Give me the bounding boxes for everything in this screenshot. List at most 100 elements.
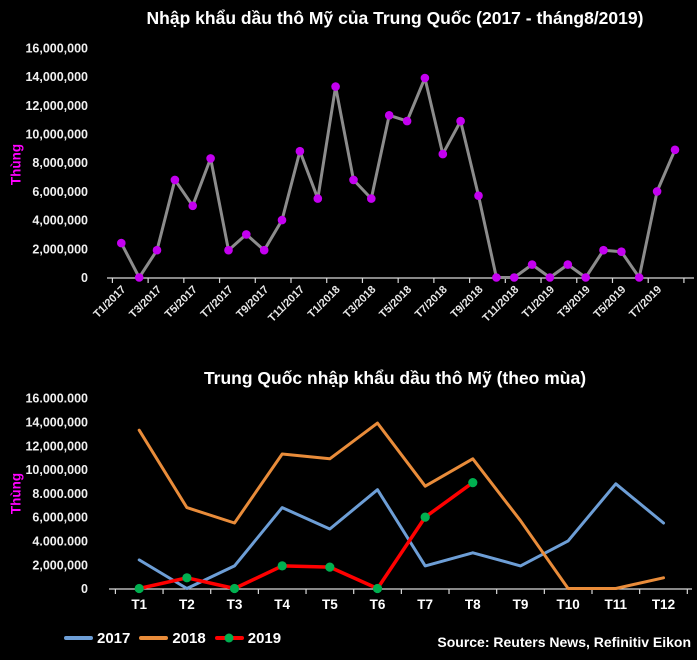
top-data-point (331, 82, 340, 91)
top-data-point (117, 239, 126, 248)
y-tick-label: 10,000,000 (25, 463, 88, 477)
y-tick-label: 16.000.000 (25, 392, 88, 406)
x-tick-label: T8 (465, 597, 481, 612)
x-tick-label: T4 (274, 597, 290, 612)
x-tick-label: T1 (131, 597, 147, 612)
y-tick-label: 4,000,000 (32, 214, 88, 228)
top-data-point (224, 246, 233, 255)
dual-line-chart-dashboard: 16,000,000 14,000,000 12,000,000 10,000,000… (0, 0, 697, 660)
data-point-2019 (135, 584, 144, 593)
y-tick-label: 6,000,000 (32, 511, 88, 525)
y-tick-label: 8.000.000 (32, 487, 88, 501)
legend-line-sample-2019-icon (215, 636, 244, 640)
data-point-2019 (230, 584, 239, 593)
legend-item-2019: 2019 (215, 630, 281, 647)
data-point-2019 (182, 573, 191, 582)
x-tick-label: T3/2017 (127, 284, 164, 321)
x-tick-label: T12 (652, 597, 675, 612)
y-tick-label: 2,000,000 (32, 242, 88, 256)
top-data-point (314, 194, 323, 203)
top-data-point (546, 273, 555, 282)
legend-label-2017: 2017 (97, 630, 130, 647)
top-data-point (617, 247, 626, 256)
top-chart-title: Nhập khẩu dầu thô Mỹ của Trung Quốc (201… (95, 8, 695, 29)
top-data-point (188, 202, 197, 211)
y-tick-label: 14,000,000 (25, 70, 88, 84)
legend-item-2018: 2018 (139, 630, 205, 647)
y-tick-label: 12,000,000 (25, 439, 88, 453)
legend-label-2018: 2018 (172, 630, 205, 647)
x-tick-label: T7 (417, 597, 433, 612)
top-data-point (456, 117, 465, 126)
top-data-point (135, 273, 144, 282)
x-tick-label: T5/2017 (163, 284, 200, 321)
legend-label-2019: 2019 (248, 630, 281, 647)
top-data-point (278, 216, 287, 225)
x-tick-label: T11/2018 (480, 284, 521, 325)
y-tick-label: 12,000,000 (25, 99, 88, 113)
source-credit: Source: Reuters News, Refinitiv Eikon (437, 634, 691, 650)
legend-line-sample-2017-icon (64, 636, 93, 640)
data-point-2019 (325, 563, 334, 572)
top-data-point (403, 117, 412, 126)
top-chart-y-axis-label: Thùng (9, 135, 24, 195)
data-point-2019 (421, 513, 430, 522)
bottom-chart-title: Trung Quốc nhập khẩu dầu thô Mỹ (theo mù… (95, 368, 695, 389)
x-tick-label: T3/2018 (341, 284, 378, 321)
top-data-point (439, 150, 448, 159)
legend-line-sample-2018-icon (139, 636, 168, 640)
x-tick-label: T9 (513, 597, 529, 612)
top-data-point (671, 146, 680, 155)
x-tick-label: T6 (370, 597, 386, 612)
legend-marker-2019-icon (225, 634, 234, 643)
y-tick-label: 4.000.000 (32, 535, 88, 549)
data-point-2019 (468, 478, 477, 487)
y-tick-label: 10,000,000 (25, 128, 88, 142)
y-tick-label: 6,000,000 (32, 185, 88, 199)
top-data-point (296, 147, 305, 156)
top-data-point (564, 260, 573, 269)
top-data-point (492, 273, 501, 282)
y-tick-label: 16,000,000 (25, 41, 88, 55)
top-data-point (242, 230, 251, 239)
bottom-chart-y-axis-label: Thùng (9, 464, 24, 524)
data-point-2019 (373, 584, 382, 593)
x-tick-label: T11/2017 (266, 284, 307, 325)
x-tick-label: T1/2017 (91, 284, 128, 321)
top-data-point (581, 273, 590, 282)
x-tick-label: T7/2017 (199, 284, 236, 321)
x-tick-label: T11 (605, 597, 628, 612)
top-data-point (474, 191, 483, 200)
x-tick-label: T5 (322, 597, 338, 612)
legend-item-2017: 2017 (64, 630, 130, 647)
top-data-point (385, 111, 394, 120)
x-tick-label: T7/2018 (413, 284, 450, 321)
top-data-point (653, 187, 662, 196)
x-tick-label: T1/2019 (520, 284, 557, 321)
top-data-point (171, 176, 180, 185)
top-data-point (528, 260, 537, 269)
top-data-point (349, 176, 358, 185)
x-tick-label: T3 (227, 597, 243, 612)
series-line-2019 (139, 483, 473, 589)
data-point-2019 (278, 561, 287, 570)
x-tick-label: T1/2018 (306, 284, 343, 321)
top-data-point (599, 246, 608, 255)
x-tick-label: T5/2018 (377, 284, 414, 321)
y-tick-label: 8,000,000 (32, 156, 88, 170)
top-data-point (153, 246, 162, 255)
x-tick-label: T7/2019 (627, 284, 664, 321)
y-tick-label: 2,000,000 (32, 558, 88, 572)
x-tick-label: T10 (557, 597, 580, 612)
series-line-2018 (139, 423, 663, 588)
y-tick-label: 0 (81, 271, 88, 285)
top-data-point (635, 273, 644, 282)
top-data-point (206, 154, 215, 163)
top-data-point (367, 194, 376, 203)
series-line-2017 (139, 484, 663, 589)
x-tick-label: T2 (179, 597, 195, 612)
x-tick-label: T5/2019 (591, 284, 628, 321)
x-tick-label: T3/2019 (556, 284, 593, 321)
top-series-line (121, 78, 675, 278)
top-data-point (421, 74, 430, 83)
